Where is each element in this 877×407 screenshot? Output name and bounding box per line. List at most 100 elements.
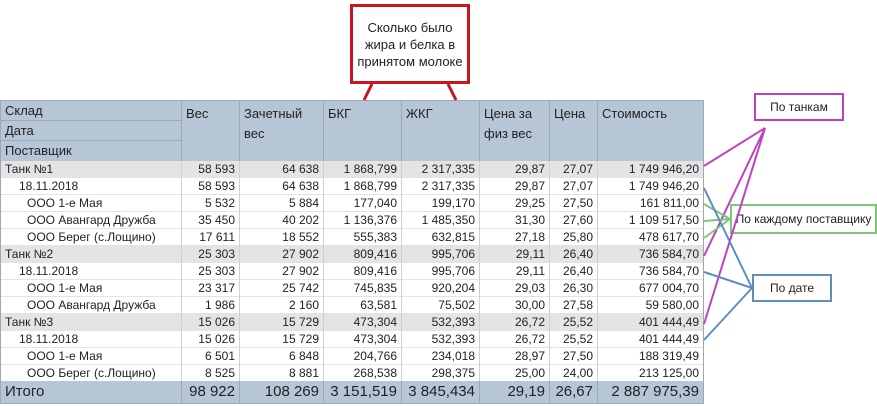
header-col-credited-weight[interactable]: Зачетный вес [239, 101, 323, 161]
row-cell: 234,018 [401, 348, 479, 365]
row-cell: 63,581 [323, 297, 401, 314]
date-row[interactable]: 18.11.2018 15 026 15 729 473,304 532,393 26,7… [1, 331, 703, 348]
supplier-row[interactable]: ООО 1-е Мая 5 532 5 884 177,040 199,170 29,25… [1, 195, 703, 212]
tank-line-2 [703, 127, 766, 257]
header-col-zhkg[interactable]: ЖКГ [401, 101, 479, 161]
supplier-line-2 [703, 218, 731, 222]
row-cell: 27,50 [549, 348, 597, 365]
row-cell: 75,502 [401, 297, 479, 314]
row-cell: 268,538 [323, 365, 401, 382]
row-cell: 2 317,335 [401, 161, 479, 178]
row-cell: 6 501 [181, 348, 239, 365]
header-col-price-phys-weight[interactable]: Цена за физ вес [479, 101, 549, 161]
header-row-label-date[interactable]: Дата [1, 121, 181, 141]
row-cell: 29,87 [479, 161, 549, 178]
row-cell: 401 444,49 [597, 331, 703, 348]
row-cell: 25,00 [479, 365, 549, 382]
row-cell: 2 160 [239, 297, 323, 314]
row-cell: 473,304 [323, 331, 401, 348]
row-cell: 58 593 [181, 178, 239, 195]
row-cell: 6 848 [239, 348, 323, 365]
row-cell: 64 638 [239, 178, 323, 195]
row-label: ООО 1-е Мая [27, 349, 103, 363]
callout-by-date-text: По дате [769, 281, 815, 295]
row-cell: 532,393 [401, 331, 479, 348]
supplier-row[interactable]: ООО 1-е Мая 23 317 25 742 745,835 920,204 29,… [1, 280, 703, 297]
callout-by-supplier: По каждому поставщику [730, 204, 877, 234]
row-cell: 26,72 [479, 331, 549, 348]
callout-by-tank: По танкам [754, 93, 844, 121]
header-row-label-warehouse[interactable]: Склад [1, 101, 181, 121]
row-cell: 31,30 [479, 212, 549, 229]
row-cell: 2 317,335 [401, 178, 479, 195]
supplier-row[interactable]: ООО Берег (с.Лощино) 17 611 18 552 555,383 6… [1, 229, 703, 246]
row-cell: 27,07 [549, 161, 597, 178]
row-cell: 473,304 [323, 314, 401, 331]
header-col-cost[interactable]: Стоимость [597, 101, 703, 161]
date-row[interactable]: 18.11.2018 25 303 27 902 809,416 995,706 29,1… [1, 263, 703, 280]
header-col-weight[interactable]: Вес [181, 101, 239, 161]
row-cell: 25 303 [181, 246, 239, 263]
total-cell: 3 845,434 [401, 381, 479, 403]
header-row-label-supplier[interactable]: Поставщик [5, 143, 72, 158]
row-label: ООО Берег (с.Лощино) [27, 366, 156, 380]
row-cell: 1 109 517,50 [597, 212, 703, 229]
row-cell: 27 902 [239, 263, 323, 280]
tank-row[interactable]: Танк №1 58 593 64 638 1 868,799 2 317,335 29,… [1, 161, 703, 178]
row-cell: 8 525 [181, 365, 239, 382]
row-cell: 29,03 [479, 280, 549, 297]
row-label: ООО Авангард Дружба [27, 213, 156, 227]
row-cell: 29,11 [479, 263, 549, 280]
row-cell: 26,30 [549, 280, 597, 297]
row-cell: 58 593 [181, 161, 239, 178]
total-cell: 2 887 975,39 [597, 381, 703, 403]
row-cell: 17 611 [181, 229, 239, 246]
row-cell: 809,416 [323, 246, 401, 263]
row-cell: 8 881 [239, 365, 323, 382]
row-label: Танк №3 [5, 315, 54, 329]
row-cell: 1 485,350 [401, 212, 479, 229]
table-header: Склад Дата Поставщик Вес Зачетный вес БК… [1, 101, 703, 161]
row-cell: 920,204 [401, 280, 479, 297]
pivot-table: Склад Дата Поставщик Вес Зачетный вес БК… [0, 100, 704, 404]
row-cell: 27,60 [549, 212, 597, 229]
row-cell: 478 617,70 [597, 229, 703, 246]
header-col-bkg[interactable]: БКГ [323, 101, 401, 161]
row-cell: 40 202 [239, 212, 323, 229]
row-cell: 29,87 [479, 178, 549, 195]
tank-row[interactable]: Танк №3 15 026 15 729 473,304 532,393 26,72 25… [1, 314, 703, 331]
row-cell: 35 450 [181, 212, 239, 229]
row-cell: 632,815 [401, 229, 479, 246]
row-label: 18.11.2018 [19, 179, 79, 193]
row-cell: 199,170 [401, 195, 479, 212]
row-cell: 809,416 [323, 263, 401, 280]
supplier-row[interactable]: ООО Авангард Дружба 1 986 2 160 63,581 75,50… [1, 297, 703, 314]
callout-fat-protein-text: Сколько было жира и белка в принятом мол… [357, 19, 463, 69]
row-cell: 26,72 [479, 314, 549, 331]
row-cell: 27,18 [479, 229, 549, 246]
callout-fat-protein: Сколько было жира и белка в принятом мол… [350, 4, 470, 84]
row-cell: 745,835 [323, 280, 401, 297]
callout-by-tank-text: По танкам [770, 100, 828, 114]
pointer-zhkg [446, 83, 458, 101]
row-cell: 27,07 [549, 178, 597, 195]
row-cell: 15 026 [181, 314, 239, 331]
row-label: ООО 1-е Мая [27, 196, 103, 210]
row-cell: 25,80 [549, 229, 597, 246]
row-cell: 18 552 [239, 229, 323, 246]
row-cell: 15 026 [181, 331, 239, 348]
row-cell: 28,97 [479, 348, 549, 365]
total-cell: 108 269 [239, 381, 323, 403]
supplier-row[interactable]: ООО Авангард Дружба 35 450 40 202 1 136,376… [1, 212, 703, 229]
row-cell: 177,040 [323, 195, 401, 212]
supplier-row[interactable]: ООО Берег (с.Лощино) 8 525 8 881 268,538 298… [1, 365, 703, 382]
date-row[interactable]: 18.11.2018 58 593 64 638 1 868,799 2 317,335… [1, 178, 703, 195]
row-cell: 27,58 [549, 297, 597, 314]
header-col-price[interactable]: Цена [549, 101, 597, 161]
row-cell: 188 319,49 [597, 348, 703, 365]
row-cell: 995,706 [401, 263, 479, 280]
row-cell: 25,52 [549, 331, 597, 348]
tank-row[interactable]: Танк №2 25 303 27 902 809,416 995,706 29,11 26… [1, 246, 703, 263]
row-cell: 1 749 946,20 [597, 161, 703, 178]
supplier-row[interactable]: ООО 1-е Мая 6 501 6 848 204,766 234,018 28,97… [1, 348, 703, 365]
